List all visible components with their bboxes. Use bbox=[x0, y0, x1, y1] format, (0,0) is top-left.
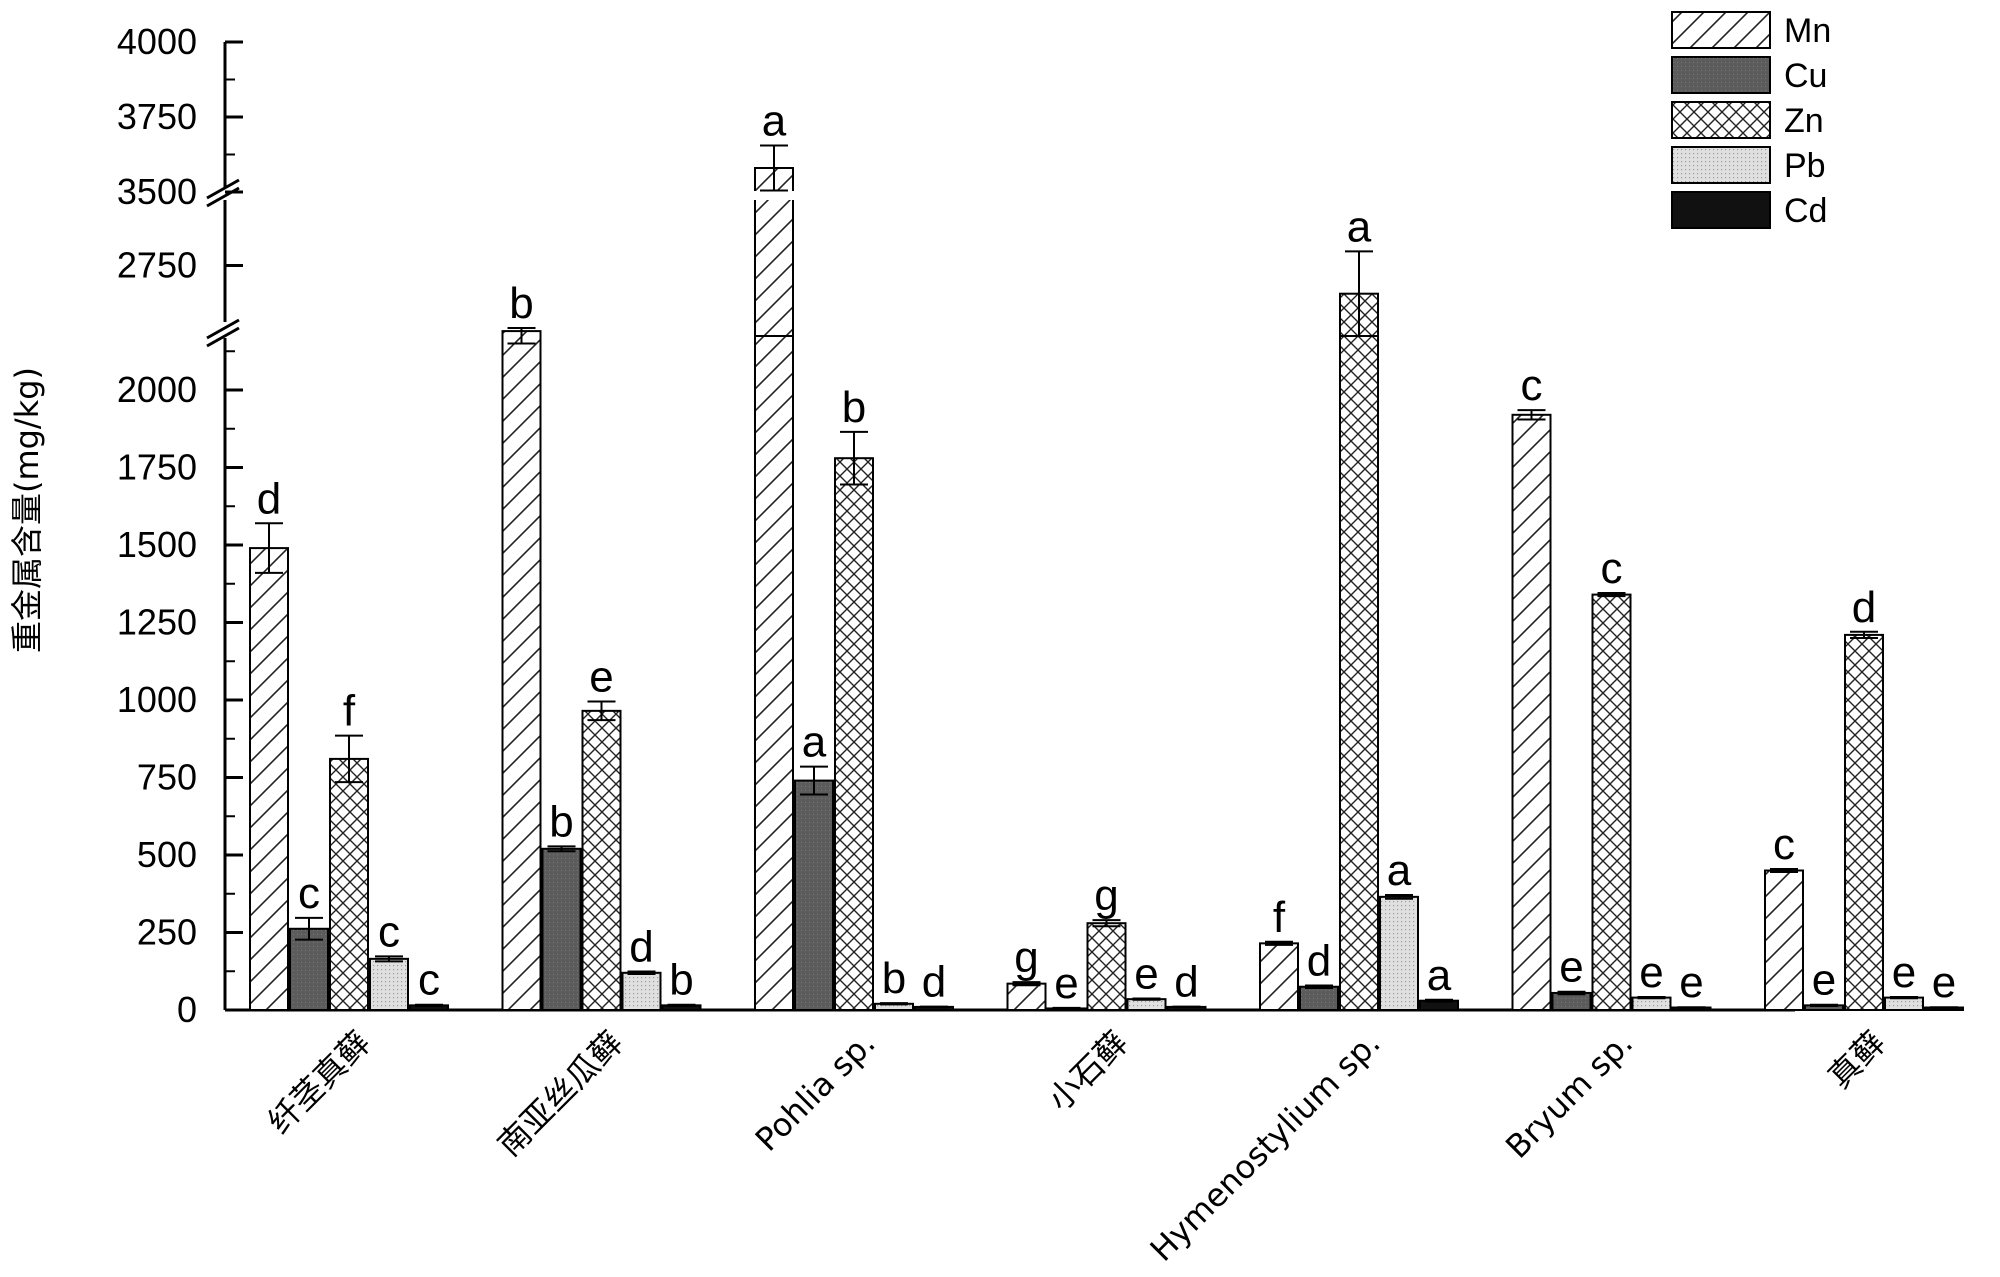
significance-label: d bbox=[1174, 958, 1198, 1007]
significance-label: a bbox=[1347, 202, 1372, 251]
category-label: 纤茎真藓 bbox=[260, 1024, 377, 1141]
significance-label: f bbox=[1273, 893, 1286, 942]
significance-label: a bbox=[802, 718, 827, 767]
significance-label: b bbox=[669, 956, 693, 1005]
bar-pb bbox=[369, 957, 409, 1011]
bar-mn bbox=[1259, 942, 1299, 1011]
category-label: Bryum sp. bbox=[1498, 1024, 1640, 1166]
significance-label: e bbox=[1134, 950, 1158, 999]
bar-zn bbox=[1844, 633, 1884, 1012]
y-tick-label: 3750 bbox=[117, 96, 197, 137]
bar-pb bbox=[1884, 996, 1924, 1011]
significance-label: e bbox=[1559, 943, 1583, 992]
bar-cu bbox=[541, 847, 582, 1011]
category-label: Pohlia sp. bbox=[748, 1024, 883, 1159]
bar-mn bbox=[249, 547, 289, 1011]
y-tick-label: 2750 bbox=[117, 245, 197, 286]
significance-label: g bbox=[1094, 871, 1118, 920]
significance-label: f bbox=[343, 687, 356, 736]
bar-pb bbox=[1126, 998, 1167, 1012]
legend-label: Pb bbox=[1784, 147, 1826, 185]
bar-cu bbox=[1551, 991, 1592, 1012]
bar-pb bbox=[621, 971, 662, 1011]
legend-label: Cd bbox=[1784, 192, 1827, 230]
legend-swatch-pb bbox=[1671, 146, 1771, 184]
category-label: 真藓 bbox=[1821, 1024, 1893, 1096]
bar-pb bbox=[1379, 895, 1419, 1011]
axis-break-mark-lower bbox=[206, 318, 240, 348]
y-tick-label: 750 bbox=[137, 757, 197, 798]
bar-cu bbox=[1299, 985, 1339, 1011]
category-label: Hymenostylium sp. bbox=[1143, 1024, 1388, 1269]
y-tick-label: 500 bbox=[137, 834, 197, 875]
significance-label: a bbox=[1427, 951, 1452, 1000]
bar-zn bbox=[1339, 327, 1379, 1011]
bar-zn bbox=[1086, 922, 1127, 1012]
significance-label: e bbox=[589, 653, 613, 702]
significance-label: c bbox=[378, 907, 400, 956]
significance-label: d bbox=[922, 958, 946, 1007]
y-axis-label: 重金属含量(mg/kg) bbox=[8, 367, 46, 653]
y-tick-label: 1750 bbox=[117, 447, 197, 488]
bar-break-gap bbox=[754, 191, 794, 200]
bar-mn bbox=[1511, 413, 1552, 1011]
bar-zn bbox=[329, 757, 369, 1012]
y-tick-label: 1500 bbox=[117, 524, 197, 565]
bar-zn bbox=[834, 457, 874, 1011]
bar-mn bbox=[501, 330, 542, 1012]
y-tick-label: 0 bbox=[177, 989, 197, 1030]
y-tick-label: 3500 bbox=[117, 171, 197, 212]
significance-label: g bbox=[1014, 933, 1038, 982]
significance-label: e bbox=[1932, 958, 1956, 1007]
significance-label: d bbox=[629, 923, 653, 972]
category-label: 南亚丝瓜藓 bbox=[490, 1024, 630, 1164]
significance-label: b bbox=[882, 954, 906, 1003]
y-tick-label: 250 bbox=[137, 912, 197, 953]
significance-label: c bbox=[298, 869, 320, 918]
legend-swatch-zn bbox=[1671, 101, 1771, 139]
category-label: 小石藓 bbox=[1040, 1024, 1135, 1119]
significance-label: a bbox=[762, 97, 787, 146]
legend: Mn Cu Zn Pb Cd bbox=[1671, 11, 1831, 230]
legend-swatch-mn bbox=[1671, 11, 1771, 49]
y-tick-label: 1000 bbox=[117, 679, 197, 720]
bar-zn bbox=[581, 709, 622, 1011]
bar-cu bbox=[794, 779, 834, 1011]
bars bbox=[249, 144, 1964, 1012]
significance-label: b bbox=[509, 279, 533, 328]
significance-label: e bbox=[1639, 948, 1663, 997]
significance-label: d bbox=[1307, 937, 1331, 986]
significance-label: a bbox=[1387, 846, 1412, 895]
legend-swatch-cu bbox=[1671, 56, 1771, 94]
significance-label: d bbox=[257, 474, 281, 523]
legend-swatch-cd bbox=[1671, 191, 1771, 229]
significance-label: d bbox=[1852, 583, 1876, 632]
significance-label: b bbox=[842, 383, 866, 432]
bar-zn bbox=[1591, 593, 1632, 1011]
bar-mn bbox=[1006, 982, 1047, 1012]
axes: 0 250 500 750 1000 1250 1500 1750 2000 2750 3500 37… bbox=[8, 21, 1795, 1030]
significance-label: e bbox=[1892, 948, 1916, 997]
y-tick-label: 1250 bbox=[117, 602, 197, 643]
legend-label: Mn bbox=[1784, 12, 1831, 50]
significance-label: e bbox=[1054, 959, 1078, 1008]
legend-label: Zn bbox=[1784, 102, 1824, 140]
legend-label: Cu bbox=[1784, 57, 1827, 95]
y-tick-label: 2000 bbox=[117, 369, 197, 410]
y-tick-label: 4000 bbox=[117, 21, 197, 62]
significance-label: c bbox=[1773, 820, 1795, 869]
bar-cu bbox=[289, 927, 329, 1012]
significance-label: c bbox=[418, 956, 440, 1005]
bar-mn bbox=[754, 327, 794, 1011]
bar-mn bbox=[754, 194, 794, 337]
significance-label: c bbox=[1521, 361, 1543, 410]
significance-label: e bbox=[1679, 958, 1703, 1007]
bar-mn bbox=[1764, 869, 1804, 1011]
significance-label: c bbox=[1601, 544, 1623, 593]
bar-pb bbox=[1631, 996, 1672, 1011]
significance-label: b bbox=[549, 797, 573, 846]
significance-label: e bbox=[1812, 956, 1836, 1005]
